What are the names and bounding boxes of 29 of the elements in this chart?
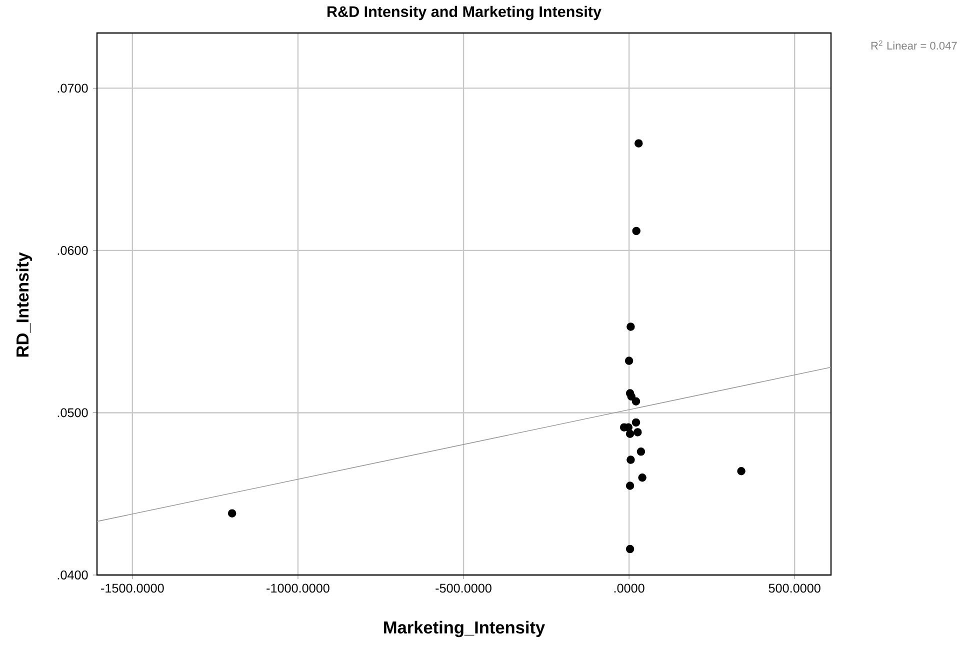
- point: [627, 392, 636, 401]
- point: [638, 474, 646, 482]
- point: [634, 428, 642, 436]
- point: [626, 482, 634, 490]
- y-axis-title: RD_Intensity: [16, 252, 32, 357]
- x-tick-label: -500.0000: [436, 584, 492, 593]
- point: [632, 226, 640, 236]
- point: [228, 509, 236, 518]
- point: [632, 418, 640, 427]
- chart-title: R&D Intensity and Marketing Intensity: [328, 6, 602, 20]
- point: [636, 448, 646, 456]
- y-tick-label: .0500: [58, 408, 88, 418]
- y-tick-label: .0400: [58, 570, 88, 580]
- point: [634, 139, 643, 148]
- point: [737, 467, 746, 476]
- y-tick-label: .0600: [58, 246, 88, 255]
- x-axis-title: Marketing_Intensity: [384, 620, 546, 638]
- x-tick-label: -1000.0000: [266, 584, 330, 593]
- point: [626, 544, 634, 554]
- x-tick-label: -1500.0000: [101, 584, 164, 593]
- text: R$^{2}$ Linear = 0.047: [871, 40, 957, 50]
- x-tick-label: 500.0000: [768, 584, 820, 593]
- y-tick-label: .0700: [58, 84, 88, 93]
- point: [624, 356, 634, 365]
- x-tick-label: .0000: [614, 584, 644, 593]
- point: [632, 397, 640, 406]
- point: [626, 430, 634, 438]
- point: [626, 322, 635, 331]
- point: [626, 456, 635, 464]
